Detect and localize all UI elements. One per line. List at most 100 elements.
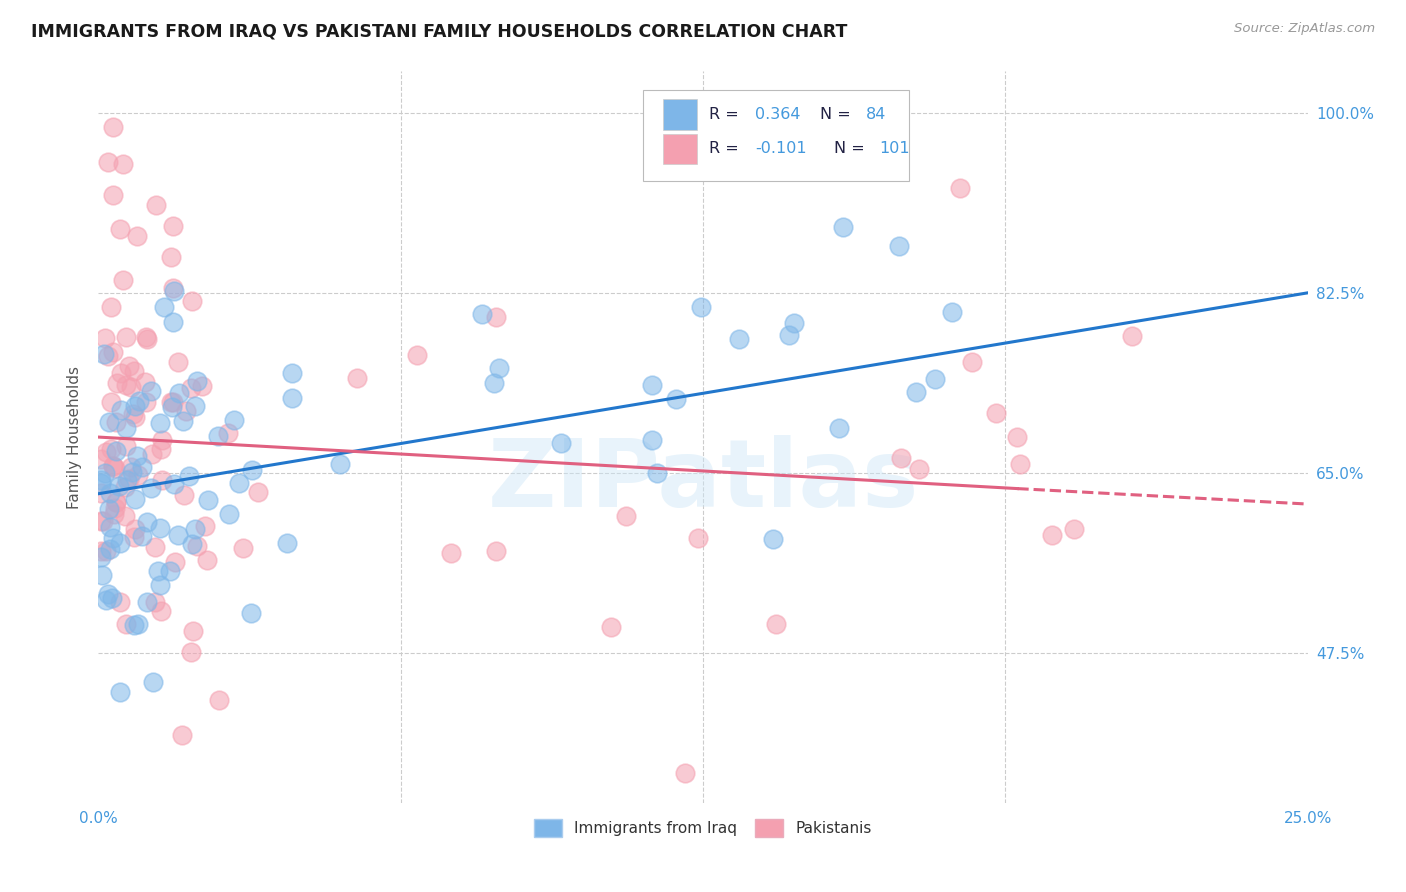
Point <box>115 420 138 434</box>
Point <box>124 364 146 378</box>
Point <box>890 450 912 465</box>
Point <box>150 474 173 488</box>
Point <box>170 729 193 743</box>
Point <box>96 592 118 607</box>
Point <box>104 460 127 475</box>
Point <box>91 515 114 529</box>
Point <box>162 314 184 328</box>
Point <box>136 332 159 346</box>
Point <box>218 508 240 522</box>
Point <box>115 330 138 344</box>
Point <box>143 595 166 609</box>
Point <box>97 587 120 601</box>
Point <box>121 465 143 479</box>
Point <box>136 595 159 609</box>
Point <box>108 222 131 236</box>
Text: R =: R = <box>709 142 744 156</box>
Point <box>93 347 115 361</box>
Point <box>104 443 127 458</box>
Point <box>90 549 112 564</box>
Legend: Immigrants from Iraq, Pakistanis: Immigrants from Iraq, Pakistanis <box>529 813 877 843</box>
Point <box>191 379 214 393</box>
Point <box>406 348 429 362</box>
Point <box>110 536 132 550</box>
Text: 0.364: 0.364 <box>755 107 800 122</box>
Point <box>150 433 173 447</box>
Point <box>167 528 190 542</box>
Point <box>641 434 664 448</box>
Point <box>162 395 184 409</box>
Point <box>108 595 131 609</box>
Point <box>94 444 117 458</box>
Text: R =: R = <box>709 107 744 122</box>
Point <box>765 616 787 631</box>
Point <box>135 394 157 409</box>
Point <box>127 229 149 244</box>
Point <box>550 436 572 450</box>
Point <box>195 552 218 566</box>
Point <box>105 376 128 390</box>
Point <box>907 461 929 475</box>
Point <box>673 765 696 780</box>
Point <box>471 307 494 321</box>
Point <box>100 394 122 409</box>
Point <box>832 219 855 234</box>
Point <box>186 375 208 389</box>
Point <box>180 293 202 308</box>
Point <box>143 540 166 554</box>
Point <box>281 366 304 380</box>
Point <box>160 400 183 414</box>
Point <box>120 459 142 474</box>
Point <box>728 332 751 346</box>
Point <box>180 381 202 395</box>
Point <box>640 378 662 392</box>
Point <box>101 120 124 135</box>
Point <box>98 541 121 556</box>
Point <box>142 675 165 690</box>
Point <box>167 355 190 369</box>
Point <box>960 354 983 368</box>
Point <box>1008 457 1031 471</box>
Point <box>240 606 263 620</box>
Point <box>207 429 229 443</box>
Point <box>136 515 159 529</box>
Point <box>90 475 112 490</box>
Point <box>179 469 201 483</box>
Point <box>488 360 510 375</box>
Point <box>276 536 298 550</box>
Point <box>160 250 183 264</box>
Point <box>94 466 117 480</box>
Point <box>96 544 118 558</box>
Point <box>149 520 172 534</box>
Point <box>180 645 202 659</box>
Point <box>174 403 197 417</box>
Point <box>600 620 623 634</box>
Point <box>101 458 124 473</box>
Point <box>124 410 146 425</box>
Point <box>181 624 204 639</box>
Point <box>122 530 145 544</box>
Point <box>645 466 668 480</box>
Point <box>127 450 149 464</box>
Point <box>103 458 125 473</box>
Point <box>163 556 186 570</box>
Point <box>100 486 122 500</box>
Point <box>346 371 368 385</box>
Point <box>100 300 122 314</box>
Point <box>141 447 163 461</box>
Point <box>941 305 963 319</box>
Point <box>118 472 141 486</box>
Point <box>485 544 508 558</box>
Point <box>110 685 132 699</box>
Point <box>101 188 124 202</box>
Point <box>163 477 186 491</box>
Point <box>115 473 138 487</box>
Point <box>101 345 124 359</box>
Point <box>1121 329 1143 343</box>
Point <box>184 522 207 536</box>
FancyBboxPatch shape <box>664 99 697 130</box>
Point <box>100 591 122 606</box>
Point <box>242 463 264 477</box>
Point <box>115 439 138 453</box>
Point <box>118 359 141 373</box>
